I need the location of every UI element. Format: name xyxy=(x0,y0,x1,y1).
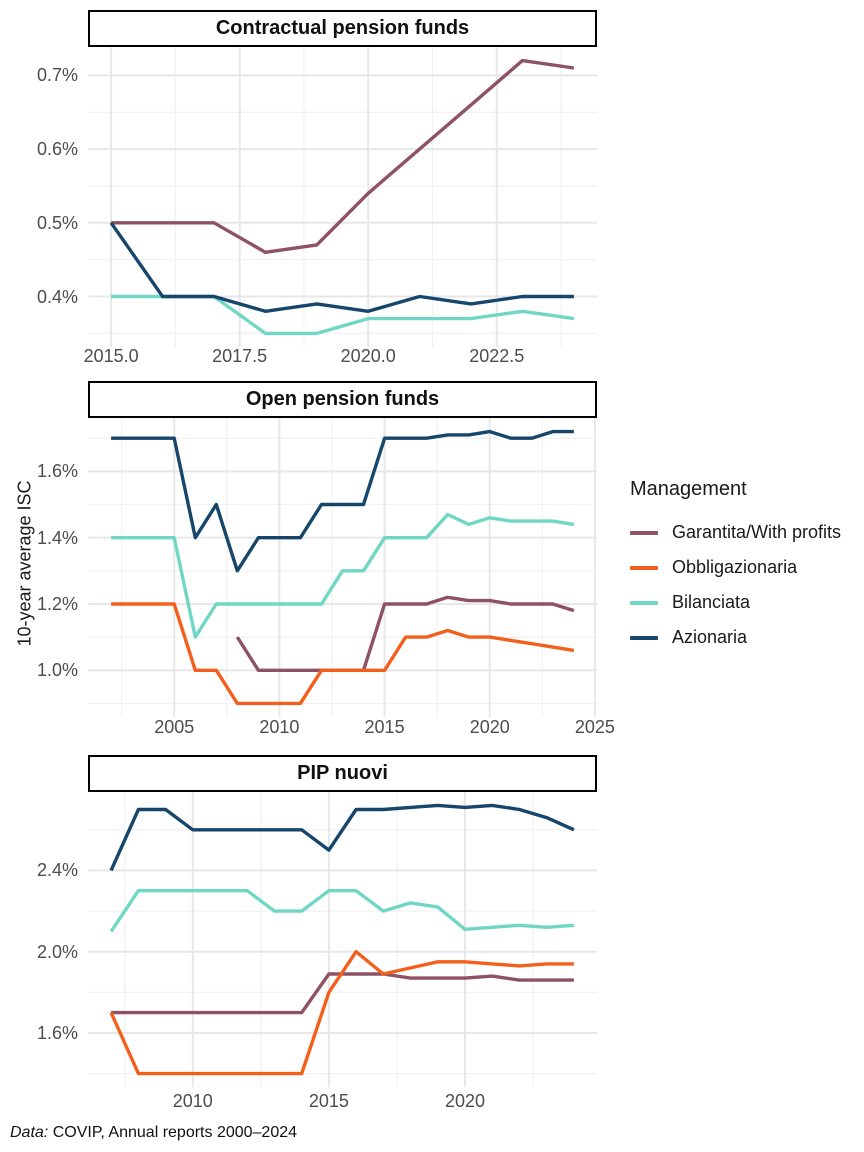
y-tick-label: 1.6% xyxy=(36,461,78,482)
legend-key-line xyxy=(630,565,658,570)
legend-label: Bilanciata xyxy=(672,592,751,612)
legend-entry: Bilanciata xyxy=(630,585,841,620)
y-tick-label: 0.6% xyxy=(36,139,78,160)
x-tick-label: 2015 xyxy=(364,717,405,737)
legend-key-line xyxy=(630,600,658,605)
y-tick-label: 2.4% xyxy=(36,860,78,881)
legend-title: Management xyxy=(630,478,747,500)
facet-title-open: Open pension funds xyxy=(245,388,440,410)
x-tick-label: 2020 xyxy=(469,717,510,737)
x-tick-label: 2017.5 xyxy=(212,346,268,366)
series-line-azionaria xyxy=(109,221,574,313)
legend-label: Garantita/With profits xyxy=(672,522,842,542)
facet-strip-contractual: Contractual pension funds xyxy=(88,10,597,47)
legend: Management Garantita/With profits Obbliga… xyxy=(630,478,841,655)
y-tick-label: 0.5% xyxy=(36,212,78,233)
y-tick-label: 1.4% xyxy=(36,527,78,548)
legend-key-line xyxy=(630,635,658,640)
series-line-azionaria xyxy=(109,803,575,872)
caption-text: COVIP, Annual reports 2000–2024 xyxy=(48,1124,298,1141)
legend-label: Azionaria xyxy=(672,627,748,647)
x-tick-label: 2010 xyxy=(172,1091,213,1111)
series-line-azionaria xyxy=(111,429,574,573)
legend-entry: Garantita/With profits xyxy=(630,515,841,550)
x-tick-label: 2025 xyxy=(574,717,615,737)
facet-strip-open: Open pension funds xyxy=(88,381,597,418)
x-tick-label: 2020.0 xyxy=(340,346,396,366)
y-tick-label: 0.7% xyxy=(36,65,78,86)
x-tick-label: 2022.5 xyxy=(469,346,525,366)
caption-prefix: Data: xyxy=(10,1124,49,1141)
x-tick-label: 2015 xyxy=(308,1091,349,1111)
facet-title-contractual: Contractual pension funds xyxy=(215,17,470,39)
x-tick-label: 2015.0 xyxy=(83,346,139,366)
y-tick-label: 1.2% xyxy=(36,593,78,614)
y-tick-label: 2.0% xyxy=(36,941,78,962)
series-line-bilanciata xyxy=(111,512,575,639)
x-tick-label: 2020 xyxy=(444,1091,485,1111)
series-line-garantita-with-profits xyxy=(235,595,575,672)
series-line-obbligazionaria xyxy=(111,602,575,706)
series-line-obbligazionaria xyxy=(109,950,574,1076)
caption: Data: COVIP, Annual reports 2000–2024 xyxy=(10,1124,297,1142)
series-line-bilanciata xyxy=(109,889,575,933)
legend-key-line xyxy=(630,530,658,535)
series-line-garantita-with-profits xyxy=(111,58,575,255)
facet-title-pip: PIP nuovi xyxy=(297,762,388,784)
series-line-bilanciata xyxy=(111,294,575,336)
x-tick-label: 2005 xyxy=(154,717,195,737)
facet-strip-pip: PIP nuovi xyxy=(88,755,597,792)
series-line-garantita-with-profits xyxy=(111,972,574,1015)
y-tick-label: 0.4% xyxy=(36,286,78,307)
y-tick-label: 1.6% xyxy=(36,1022,78,1043)
legend-entry: Azionaria xyxy=(630,620,841,655)
y-tick-label: 1.0% xyxy=(36,660,78,681)
x-tick-label: 2010 xyxy=(259,717,300,737)
legend-entry: Obbligazionaria xyxy=(630,550,841,585)
legend-entries: Garantita/With profits Obbligazionaria Bil… xyxy=(630,515,841,655)
legend-label: Obbligazionaria xyxy=(672,557,798,577)
